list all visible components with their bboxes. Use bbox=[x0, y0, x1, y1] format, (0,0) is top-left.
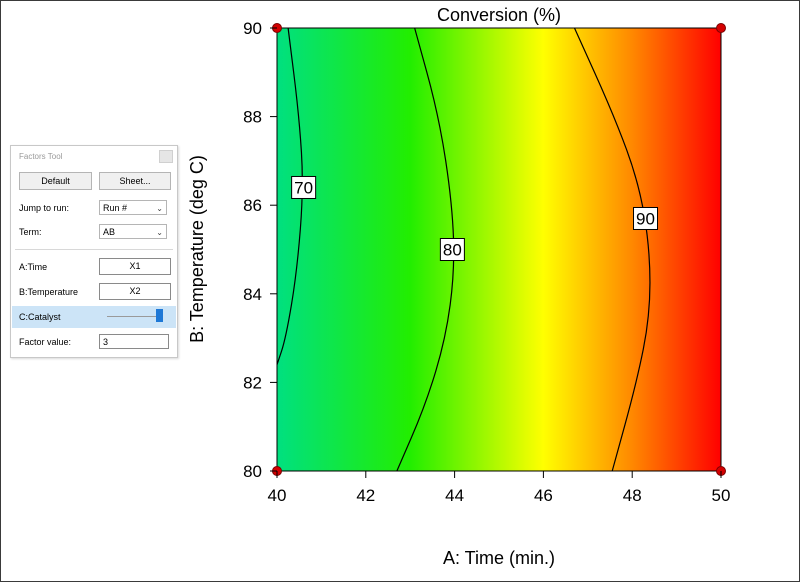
y-tick-label: 88 bbox=[243, 108, 262, 127]
factors-tool-panel: Factors Tool Default Sheet... Jump to ru… bbox=[10, 145, 178, 358]
factor-b-axis-button[interactable]: X2 bbox=[99, 283, 171, 300]
contour-label: 90 bbox=[636, 209, 655, 228]
y-tick-label: 86 bbox=[243, 196, 262, 215]
sheet-button[interactable]: Sheet... bbox=[99, 172, 171, 190]
x-tick-label: 46 bbox=[534, 486, 553, 505]
chart-title: Conversion (%) bbox=[437, 5, 561, 25]
chevron-down-icon: ⌄ bbox=[156, 204, 163, 213]
jump-to-run-label: Jump to run: bbox=[19, 203, 70, 213]
contour-label-box bbox=[439, 238, 465, 261]
design-point[interactable] bbox=[716, 23, 726, 33]
close-icon[interactable] bbox=[159, 150, 173, 163]
jump-to-run-select[interactable]: Run # ⌄ bbox=[99, 200, 167, 215]
factor-value-label: Factor value: bbox=[19, 337, 72, 347]
x-tick-label: 42 bbox=[356, 486, 375, 505]
factor-b-label: B:Temperature bbox=[19, 287, 79, 297]
factors-tool-title: Factors Tool bbox=[19, 152, 63, 161]
y-tick-label: 82 bbox=[243, 373, 262, 392]
x-tick-label: 44 bbox=[445, 486, 464, 505]
factor-c-row[interactable] bbox=[12, 306, 176, 328]
factor-a-axis-button[interactable]: X1 bbox=[99, 258, 171, 275]
x-tick-label: 40 bbox=[268, 486, 287, 505]
jump-to-run-value: Run # bbox=[103, 203, 128, 213]
y-tick-label: 90 bbox=[243, 19, 262, 38]
factor-value-input[interactable]: 3 bbox=[99, 334, 169, 349]
factor-c-slider-thumb[interactable] bbox=[156, 309, 163, 322]
x-axis-label: A: Time (min.) bbox=[443, 548, 555, 568]
contour-label: 80 bbox=[443, 241, 462, 260]
y-axis-label: B: Temperature (deg C) bbox=[187, 155, 207, 343]
contour-label-box bbox=[291, 175, 317, 199]
term-label: Term: bbox=[19, 227, 42, 237]
term-select[interactable]: AB ⌄ bbox=[99, 224, 167, 239]
factor-c-slider-track[interactable] bbox=[107, 316, 163, 317]
factor-c-label: C:Catalyst bbox=[19, 312, 61, 322]
y-tick-label: 80 bbox=[243, 462, 262, 481]
default-button[interactable]: Default bbox=[19, 172, 92, 190]
contour-label: 70 bbox=[294, 178, 313, 197]
x-tick-label: 50 bbox=[712, 486, 731, 505]
plot-border bbox=[276, 27, 722, 472]
x-tick-label: 48 bbox=[623, 486, 642, 505]
plot-area bbox=[277, 28, 721, 471]
term-value: AB bbox=[103, 227, 116, 237]
chevron-down-icon: ⌄ bbox=[156, 228, 163, 237]
factor-a-label: A:Time bbox=[19, 262, 48, 272]
y-tick-label: 84 bbox=[243, 285, 262, 304]
divider bbox=[15, 249, 173, 250]
contour-label-box bbox=[633, 206, 659, 230]
